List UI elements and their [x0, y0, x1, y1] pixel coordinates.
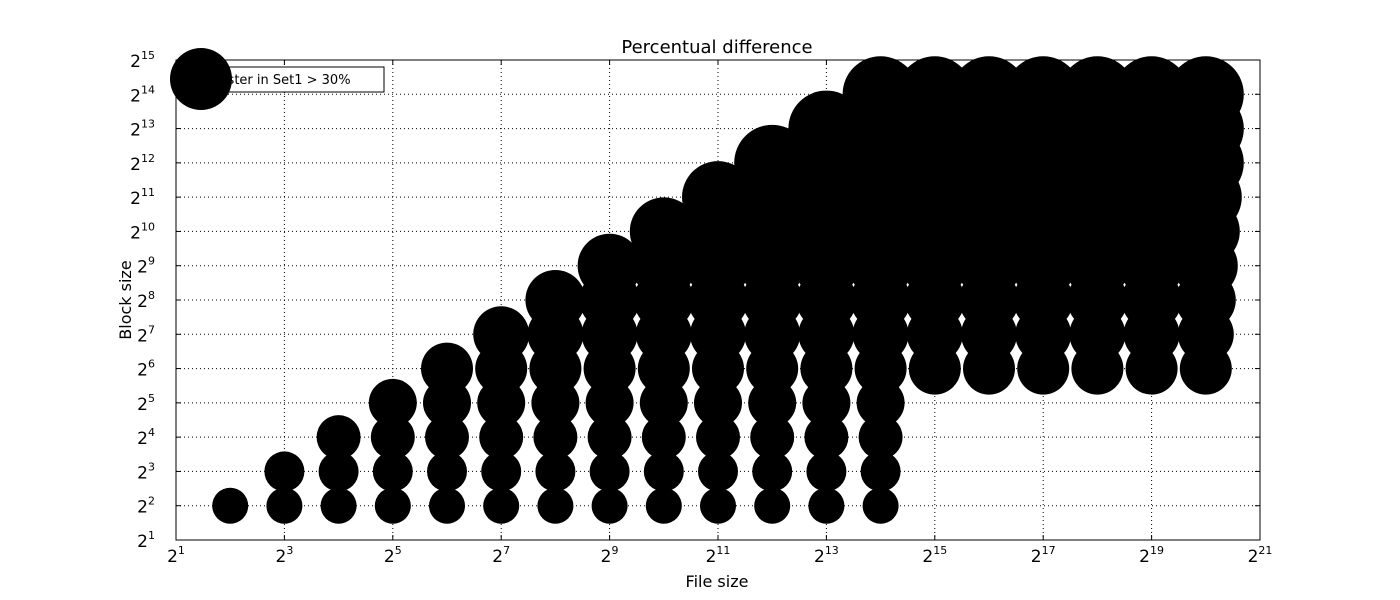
data-point: [577, 233, 642, 298]
data-point: [589, 451, 630, 492]
y-tick-label: 28: [137, 289, 155, 312]
y-tick-label: 25: [137, 392, 155, 415]
data-point: [860, 451, 901, 492]
y-tick-label: 29: [137, 255, 155, 278]
data-point: [587, 415, 632, 460]
data-point: [629, 197, 698, 266]
x-tick-labels: 21 23 25 27 29 211 213 215 217 219 221: [167, 544, 1272, 567]
data-point: [896, 56, 973, 133]
y-tick-label: 210: [130, 220, 155, 243]
x-tick-label: 221: [1248, 544, 1273, 567]
x-tick-label: 25: [384, 544, 402, 567]
chart-title: Percentual difference: [621, 37, 812, 58]
y-tick-label: 26: [137, 358, 155, 381]
data-points: [212, 56, 1244, 524]
y-axis-label: Block size: [116, 260, 135, 339]
data-point: [806, 451, 847, 492]
x-tick-label: 213: [814, 544, 839, 567]
data-point: [425, 415, 469, 460]
x-axis-label: File size: [686, 572, 749, 591]
data-point: [645, 487, 682, 524]
y-tick-label: 215: [130, 49, 155, 72]
y-tick-label: 211: [130, 186, 155, 209]
data-point: [842, 56, 919, 133]
x-tick-label: 23: [275, 544, 293, 567]
data-point: [1059, 56, 1136, 133]
data-point: [700, 487, 736, 524]
data-point: [788, 90, 865, 167]
y-tick-label: 214: [130, 83, 155, 106]
data-point: [808, 487, 845, 524]
data-point: [368, 378, 417, 427]
data-point: [266, 487, 303, 524]
data-point: [734, 124, 811, 201]
x-tick-label: 21: [167, 544, 185, 567]
data-point: [316, 415, 361, 460]
data-point: [372, 451, 413, 492]
data-point: [479, 415, 524, 460]
data-point: [1113, 56, 1190, 133]
data-point: [212, 487, 249, 524]
data-point: [370, 415, 415, 460]
data-point: [483, 487, 520, 524]
data-point: [1167, 56, 1244, 133]
data-point: [804, 415, 849, 460]
x-tick-label: 215: [922, 544, 947, 567]
data-point: [537, 487, 574, 524]
y-tick-label: 27: [137, 323, 155, 346]
data-point: [752, 451, 793, 492]
y-tick-label: 212: [130, 152, 155, 175]
data-point: [862, 487, 899, 524]
data-point: [481, 451, 522, 492]
data-point: [427, 451, 467, 492]
data-point: [421, 342, 473, 395]
data-point: [264, 451, 305, 492]
data-point: [750, 415, 795, 460]
data-point: [682, 161, 754, 234]
data-point: [320, 487, 357, 524]
x-tick-label: 211: [706, 544, 731, 567]
data-point: [429, 487, 465, 524]
legend: faster in Set1 > 30%: [170, 48, 385, 110]
x-tick-label: 27: [492, 544, 510, 567]
legend-label: faster in Set1 > 30%: [215, 73, 351, 88]
x-tick-label: 29: [601, 544, 619, 567]
data-point: [858, 415, 903, 460]
data-point: [533, 415, 578, 460]
y-tick-label: 21: [137, 529, 155, 552]
data-point: [696, 415, 740, 460]
data-point: [643, 451, 684, 492]
y-tick-label: 22: [137, 495, 155, 518]
legend-marker: [170, 48, 232, 110]
data-point: [641, 415, 686, 460]
y-tick-label: 213: [130, 118, 155, 141]
data-point: [473, 306, 530, 363]
data-point: [525, 270, 586, 330]
y-tick-label: 24: [137, 426, 155, 449]
data-point: [318, 451, 359, 492]
data-point: [754, 487, 791, 524]
data-point: [535, 451, 576, 492]
y-tick-label: 23: [137, 460, 155, 483]
data-point: [1005, 56, 1082, 133]
data-point: [951, 56, 1027, 133]
x-tick-label: 219: [1139, 544, 1164, 567]
x-tick-label: 217: [1031, 544, 1056, 567]
data-point: [698, 451, 738, 492]
data-point: [591, 487, 628, 524]
data-point: [374, 487, 411, 524]
